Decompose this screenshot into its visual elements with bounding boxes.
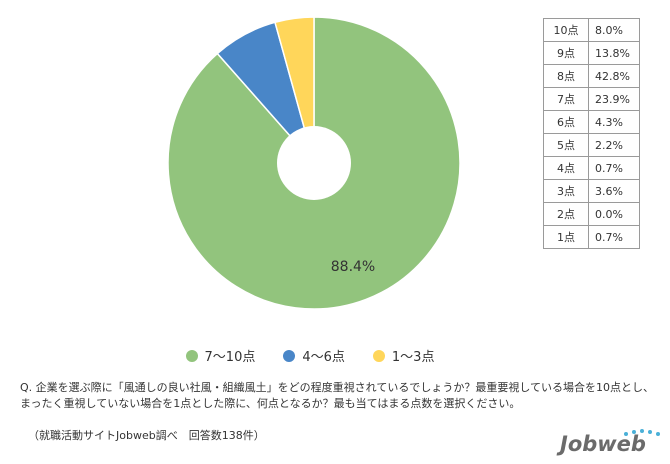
score-percentage: 0.7% bbox=[588, 156, 640, 180]
data-label-88-4: 88.4% bbox=[331, 259, 375, 275]
legend-swatch-green bbox=[185, 349, 198, 362]
score-label: 10点 bbox=[543, 18, 589, 42]
donut-hole bbox=[277, 126, 351, 200]
score-row: 6点 4.3% bbox=[543, 110, 640, 134]
score-label: 4点 bbox=[543, 156, 589, 180]
score-percentage: 13.8% bbox=[588, 41, 640, 65]
score-row: 7点 23.9% bbox=[543, 87, 640, 111]
score-percentage: 3.6% bbox=[588, 179, 640, 203]
score-row: 8点 42.8% bbox=[543, 64, 640, 88]
score-percentage: 2.2% bbox=[588, 133, 640, 157]
legend-item-1-3: 1～3点 bbox=[372, 346, 435, 365]
chart-legend: 7～10点 4～6点 1～3点 bbox=[0, 346, 620, 365]
legend-label: 1～3点 bbox=[391, 350, 435, 365]
legend-label: 7～10点 bbox=[204, 350, 256, 365]
score-label: 7点 bbox=[543, 87, 589, 111]
score-percentage: 4.3% bbox=[588, 110, 640, 134]
score-label: 6点 bbox=[543, 110, 589, 134]
score-percentage: 0.7% bbox=[588, 225, 640, 249]
score-label: 9点 bbox=[543, 41, 589, 65]
pie-slice-2 bbox=[274, 16, 315, 164]
score-percentage: 42.8% bbox=[588, 64, 640, 88]
score-label: 1点 bbox=[543, 225, 589, 249]
legend-swatch-blue bbox=[283, 349, 296, 362]
survey-source-note: （就職活動サイトJobweb調べ 回答数138件） bbox=[28, 429, 265, 442]
score-percentage: 0.0% bbox=[588, 202, 640, 226]
score-row: 10点 8.0% bbox=[543, 18, 640, 42]
score-distribution-table: 10点 8.0% 9点 13.8% 8点 42.8% 7点 23.9% 6点 4.3% 5点 2.2%… bbox=[543, 18, 640, 249]
logo-dots-icon bbox=[624, 429, 660, 436]
score-label: 2点 bbox=[543, 202, 589, 226]
survey-question: Q. 企業を選ぶ際に「風通しの良い社風・組織風土」をどの程度重視されているでしょ… bbox=[20, 381, 654, 410]
score-percentage: 8.0% bbox=[588, 18, 640, 42]
legend-swatch-yellow bbox=[372, 349, 385, 362]
score-label: 3点 bbox=[543, 179, 589, 203]
legend-item-7-10: 7～10点 bbox=[185, 346, 256, 365]
legend-label: 4～6点 bbox=[302, 350, 345, 365]
score-row: 9点 13.8% bbox=[543, 41, 640, 65]
jobweb-logo: Jobweb bbox=[560, 432, 646, 456]
donut-chart: 88.4% bbox=[167, 16, 461, 310]
score-label: 5点 bbox=[543, 133, 589, 157]
score-row: 5点 2.2% bbox=[543, 133, 640, 157]
score-row: 3点 3.6% bbox=[543, 179, 640, 203]
score-row: 2点 0.0% bbox=[543, 202, 640, 226]
score-row: 4点 0.7% bbox=[543, 156, 640, 180]
score-percentage: 23.9% bbox=[588, 87, 640, 111]
score-row: 1点 0.7% bbox=[543, 225, 640, 249]
legend-item-4-6: 4～6点 bbox=[283, 346, 345, 365]
score-label: 8点 bbox=[543, 64, 589, 88]
